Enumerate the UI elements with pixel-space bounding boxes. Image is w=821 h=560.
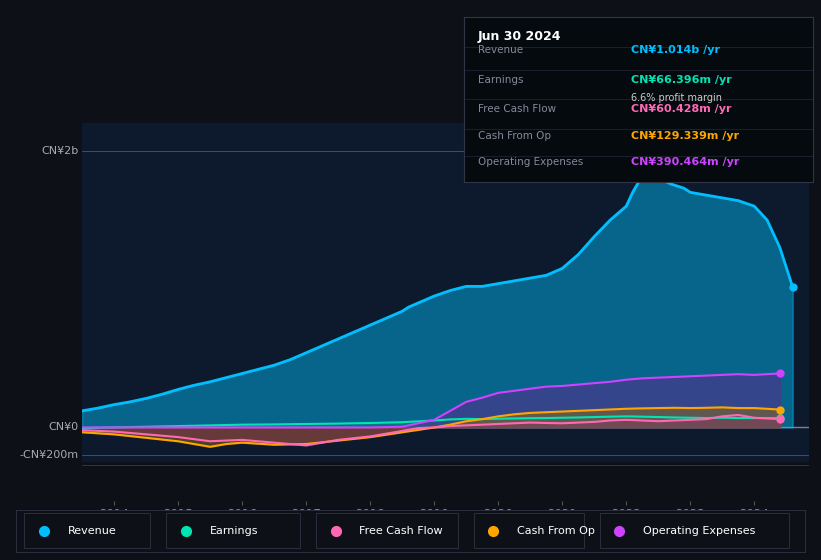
Text: Operating Expenses: Operating Expenses (643, 526, 755, 535)
Text: CN¥0: CN¥0 (48, 422, 79, 432)
Text: Free Cash Flow: Free Cash Flow (360, 526, 443, 535)
Text: Cash From Op: Cash From Op (517, 526, 594, 535)
Point (773, 414, 787, 423)
Text: -CN¥200m: -CN¥200m (20, 450, 79, 460)
Text: CN¥66.396m /yr: CN¥66.396m /yr (631, 74, 732, 85)
Text: Operating Expenses: Operating Expenses (478, 157, 583, 167)
Point (787, 283, 800, 292)
Text: CN¥60.428m /yr: CN¥60.428m /yr (631, 104, 732, 114)
Text: Revenue: Revenue (67, 526, 117, 535)
Text: Earnings: Earnings (209, 526, 258, 535)
Text: 6.6% profit margin: 6.6% profit margin (631, 93, 722, 102)
Text: CN¥390.464m /yr: CN¥390.464m /yr (631, 157, 740, 167)
Point (773, 405, 787, 414)
Text: Jun 30 2024: Jun 30 2024 (478, 30, 562, 43)
Text: CN¥2b: CN¥2b (41, 146, 79, 156)
Text: CN¥1.014b /yr: CN¥1.014b /yr (631, 45, 720, 55)
Text: CN¥129.339m /yr: CN¥129.339m /yr (631, 130, 740, 141)
Text: Earnings: Earnings (478, 74, 523, 85)
Point (773, 369, 787, 378)
Text: Revenue: Revenue (478, 45, 523, 55)
Point (773, 414, 787, 423)
Text: Cash From Op: Cash From Op (478, 130, 551, 141)
Text: Free Cash Flow: Free Cash Flow (478, 104, 556, 114)
